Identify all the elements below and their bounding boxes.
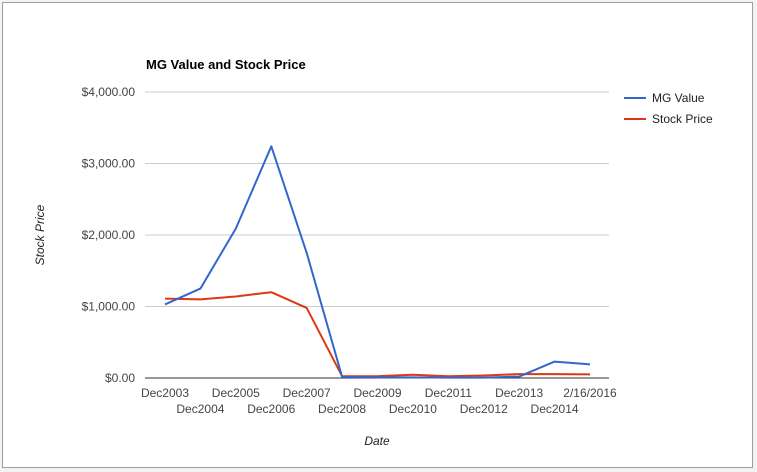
y-tick-label: $2,000.00 <box>82 228 136 242</box>
x-tick-label: 2/16/2016 <box>563 386 617 400</box>
x-tick-label: Dec2013 <box>495 386 543 400</box>
legend: MG Value Stock Price <box>624 91 713 126</box>
series-lines <box>164 145 591 379</box>
y-tick-label: $0.00 <box>105 371 135 385</box>
x-tick-label: Dec2014 <box>531 402 579 416</box>
x-tick-label: Dec2005 <box>212 386 260 400</box>
x-tick-label: Dec2004 <box>176 402 224 416</box>
x-axis-title: Date <box>364 434 390 448</box>
y-axis-title: Stock Price <box>33 204 47 265</box>
x-tick-label: Dec2011 <box>425 386 472 400</box>
x-axis-ticks: Dec2003 Dec2004 Dec2005 Dec2006 Dec2007 Dec20… <box>141 386 617 416</box>
series-line <box>164 145 591 379</box>
series-line <box>164 291 591 378</box>
x-tick-label: Dec2007 <box>283 386 331 400</box>
gridlines <box>145 91 609 379</box>
x-tick-label: Dec2012 <box>460 402 508 416</box>
x-tick-label: Dec2006 <box>247 402 295 416</box>
legend-label: MG Value <box>652 91 705 105</box>
legend-label: Stock Price <box>652 112 713 126</box>
y-axis-ticks: $0.00 $1,000.00 $2,000.00 $3,000.00 $4,000.0… <box>82 85 136 385</box>
x-tick-label: Dec2008 <box>318 402 366 416</box>
y-tick-label: $4,000.00 <box>82 85 136 99</box>
y-tick-label: $1,000.00 <box>82 300 136 314</box>
y-tick-label: $3,000.00 <box>82 157 136 171</box>
chart-title: MG Value and Stock Price <box>146 57 306 72</box>
x-tick-label: Dec2010 <box>389 402 437 416</box>
x-tick-label: Dec2003 <box>141 386 189 400</box>
x-tick-label: Dec2009 <box>353 386 401 400</box>
